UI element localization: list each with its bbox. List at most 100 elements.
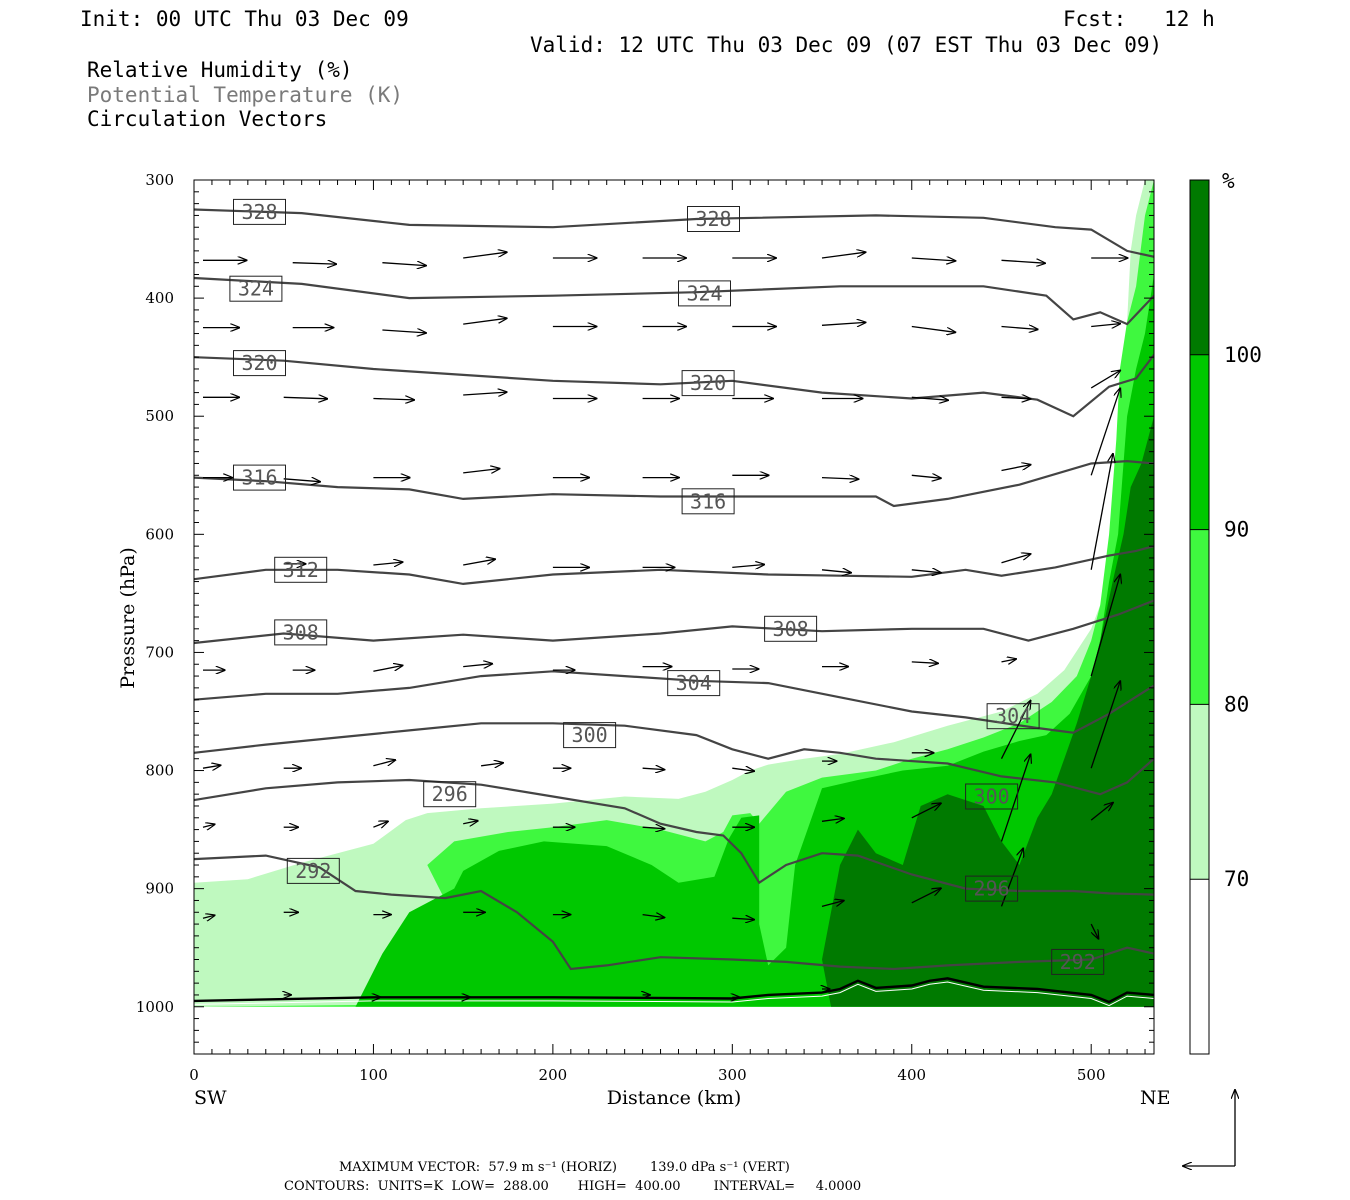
- circulation-vector: [1001, 659, 1017, 662]
- circulation-vector: [1090, 454, 1113, 570]
- circulation-vector: [202, 915, 215, 918]
- circulation-vector: [732, 918, 754, 919]
- circulation-vector: [821, 901, 844, 908]
- circulation-vector: [1001, 260, 1046, 263]
- theta-contour-316: [194, 459, 1154, 508]
- circulation-vector: [283, 397, 328, 399]
- circulation-vector: [373, 562, 402, 565]
- circulation-vector: [1090, 803, 1113, 821]
- colorbar-frame: [1189, 179, 1210, 1055]
- circulation-vector: [373, 821, 388, 827]
- circulation-vector: [911, 803, 941, 819]
- contour-label-300: 300: [974, 785, 1010, 809]
- circulation-vector: [202, 824, 215, 827]
- y-tick-label: 300: [145, 171, 174, 189]
- y-tick-label: 600: [145, 525, 174, 543]
- contour-label-296: 296: [432, 782, 468, 806]
- contour-label-320: 320: [241, 351, 277, 375]
- circulation-vectors: [202, 252, 1127, 997]
- contour-label-308: 308: [283, 620, 319, 644]
- contour-label-box: [563, 722, 617, 749]
- circulation-vector: [1090, 681, 1120, 769]
- contour-label-296: 296: [974, 877, 1010, 901]
- contour-label-box: [687, 206, 740, 232]
- contour-label-308: 308: [773, 617, 809, 641]
- x-tick-label: 500: [1077, 1066, 1106, 1084]
- x-tick-label: 0: [189, 1066, 199, 1084]
- circulation-vector: [821, 252, 866, 259]
- circulation-vector: [821, 818, 844, 821]
- circulation-vector: [1001, 397, 1031, 399]
- circulation-vector: [382, 330, 426, 333]
- circulation-vector: [821, 570, 851, 573]
- y-tick-label: 1000: [136, 998, 174, 1016]
- contour-label-box: [965, 875, 1019, 902]
- circulation-vector: [1090, 371, 1120, 389]
- circulation-vector: [1001, 327, 1038, 330]
- circulation-vector: [463, 469, 499, 473]
- surface-highlight-line: [194, 981, 1154, 1007]
- colorbar-unit: %: [1222, 169, 1235, 193]
- legend-vectors: Circulation Vectors: [87, 107, 327, 131]
- contour-label-300: 300: [572, 723, 608, 747]
- contour-label-box: [229, 275, 283, 302]
- contour-label-box: [1051, 948, 1105, 975]
- y-axis-label: Pressure (hPa): [117, 547, 139, 689]
- contour-label-box: [681, 488, 735, 515]
- circulation-vector: [1000, 754, 1031, 842]
- circulation-vector: [911, 397, 948, 400]
- contour-label-320: 320: [690, 371, 726, 395]
- theta-contour-328: [194, 208, 1154, 258]
- x-axis-label: Distance (km): [607, 1087, 742, 1109]
- circulation-vector: [1000, 848, 1024, 907]
- contour-label-316: 316: [241, 466, 277, 490]
- contour-label-box: [764, 615, 818, 642]
- contour-label-box: [233, 198, 286, 225]
- circulation-vector: [732, 565, 764, 568]
- x-tick-label: 400: [897, 1066, 926, 1084]
- axes: 0 100 200 300 400 500 300 400 500 600 700 800 900 100…: [136, 171, 1154, 1084]
- circulation-vector: [463, 318, 507, 325]
- circulation-vector: [382, 263, 426, 266]
- rh-area-100: [822, 416, 1154, 1007]
- contour-label-324: 324: [238, 277, 274, 301]
- circulation-vector: [911, 662, 938, 663]
- contour-label-312: 312: [283, 558, 319, 582]
- contour-label-box: [233, 464, 286, 491]
- circulation-vector: [463, 392, 507, 395]
- x-tick-label: 200: [539, 1066, 568, 1084]
- circulation-vector: [1090, 575, 1120, 677]
- colorbar-label: 90: [1224, 518, 1249, 542]
- contour-label-box: [986, 703, 1040, 730]
- legend-rh: Relative Humidity (%): [87, 58, 353, 82]
- contour-label-box: [423, 781, 477, 808]
- circulation-vector: [1001, 554, 1031, 564]
- x-tick-label: 300: [718, 1066, 747, 1084]
- init-time: Init: 00 UTC Thu 03 Dec 09: [80, 7, 409, 31]
- circulation-vector: [463, 664, 492, 667]
- circulation-vector: [732, 768, 754, 771]
- theta-contour-308: [194, 599, 1154, 645]
- contour-label-324: 324: [686, 281, 722, 305]
- circulation-vector: [481, 763, 503, 766]
- circulation-vector: [373, 399, 414, 400]
- theta-contour-324: [194, 276, 1154, 326]
- forecast-hour: Fcst: 12 h: [1063, 7, 1215, 31]
- colorbar-segment: [1190, 354, 1209, 530]
- circulation-vector: [1091, 324, 1120, 327]
- circulation-vector: [1000, 701, 1031, 759]
- y-tick-label: 900: [145, 880, 174, 898]
- circulation-vector: [373, 760, 395, 767]
- circulation-vector: [283, 479, 320, 482]
- contour-label-316: 316: [690, 489, 726, 513]
- terrain-surface: [194, 977, 1154, 1007]
- circulation-vector: [1090, 388, 1120, 476]
- circulation-vector: [202, 765, 220, 768]
- x-end-left-label: SW: [194, 1087, 227, 1109]
- circulation-vector: [373, 666, 402, 672]
- colorbar-segment: [1190, 879, 1209, 1054]
- theta-contour-304: [194, 670, 1154, 734]
- circulation-vector: [463, 252, 507, 259]
- circulation-vector: [292, 263, 337, 264]
